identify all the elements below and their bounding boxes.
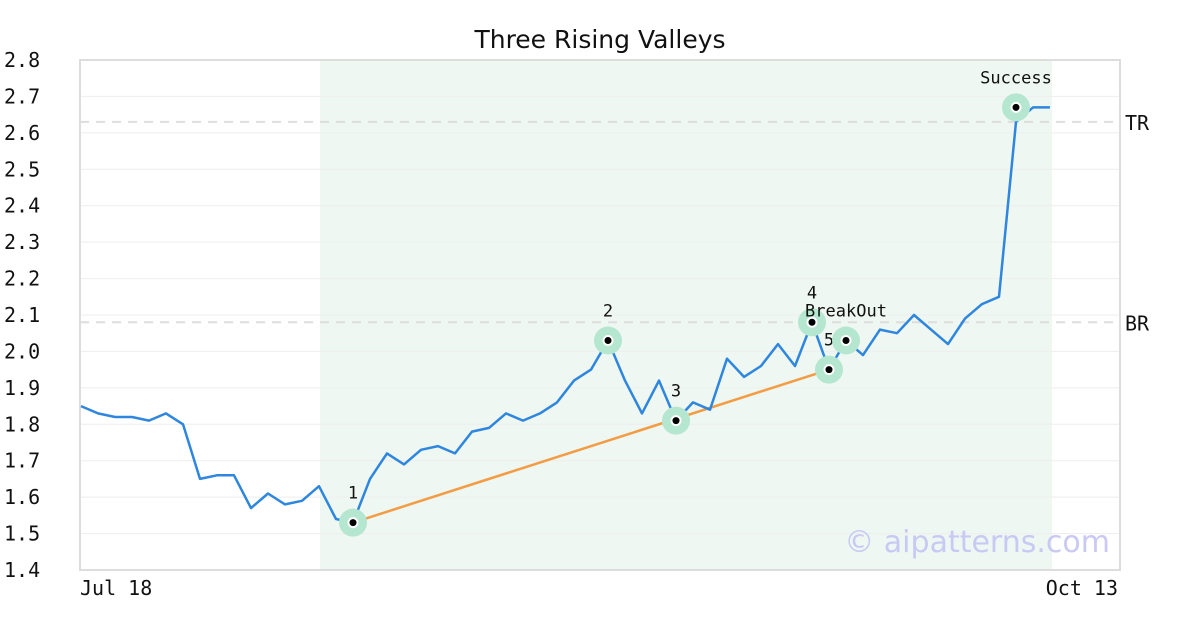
y-tick-label: 1.4 <box>4 558 40 582</box>
y-tick-label: 2.2 <box>4 267 40 291</box>
point-1-marker-dot <box>349 519 357 527</box>
y-tick-label: 2.7 <box>4 84 40 108</box>
point-label-4: 4 <box>807 283 817 303</box>
point-4-marker-dot <box>808 318 816 326</box>
point-label-5: 5 <box>824 331 834 351</box>
y-tick-label: 2.6 <box>4 121 40 145</box>
y-tick-label: 1.5 <box>4 522 40 546</box>
y-tick-label: 1.9 <box>4 376 40 400</box>
y-tick-label: 2.1 <box>4 303 40 327</box>
plot-frame <box>79 59 1121 571</box>
y-tick-label: 1.6 <box>4 485 40 509</box>
point-label-2: 2 <box>603 302 613 322</box>
watermark: © aipatterns.com <box>844 525 1110 560</box>
y-axis-ticks: 1.4 1.5 1.6 1.7 1.8 1.9 2.0 2.1 2.2 2.3 2.4 2.5 2.6 2… <box>4 48 40 582</box>
x-tick-start: Jul 18 <box>80 576 152 600</box>
annotation-success-marker-dot <box>1012 103 1020 111</box>
annotation-breakout-marker-dot <box>842 337 850 344</box>
y-tick-label: 2.0 <box>4 339 40 363</box>
level-label-br: BR <box>1125 311 1150 335</box>
y-tick-label: 2.8 <box>4 48 40 72</box>
valley-trendline <box>352 368 830 524</box>
y-tick-label: 2.5 <box>4 157 40 181</box>
chart-title: Three Rising Valleys <box>473 25 725 54</box>
level-label-tr: TR <box>1125 111 1150 135</box>
annotation-success: Success <box>980 68 1052 88</box>
y-tick-label: 1.8 <box>4 412 40 436</box>
point-label-3: 3 <box>671 382 681 402</box>
point-5-marker-dot <box>825 366 833 374</box>
horizontal-levels: TR BR <box>80 111 1150 335</box>
pattern-point-markers: 1 2 3 4 5 BreakOut Success <box>339 68 1052 537</box>
y-tick-label: 2.4 <box>4 194 40 218</box>
price-line <box>80 106 1050 524</box>
point-2-marker-dot <box>604 337 612 344</box>
point-3-marker-dot <box>672 417 680 425</box>
x-tick-end: Oct 13 <box>1046 576 1118 600</box>
point-label-1: 1 <box>348 484 358 504</box>
y-tick-label: 2.3 <box>4 230 40 254</box>
annotation-breakout: BreakOut <box>805 302 887 322</box>
y-tick-label: 1.7 <box>4 449 40 473</box>
